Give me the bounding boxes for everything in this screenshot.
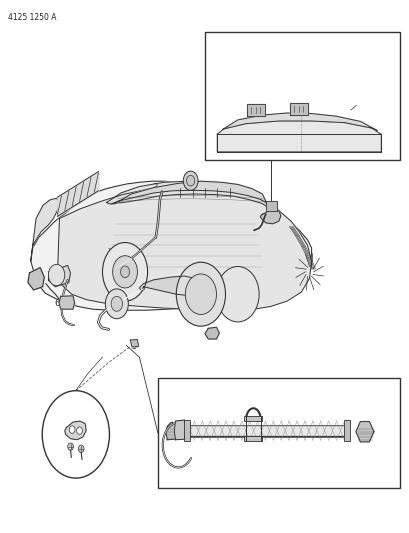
Circle shape bbox=[69, 426, 75, 433]
Polygon shape bbox=[48, 265, 70, 287]
Text: 6: 6 bbox=[54, 300, 60, 308]
Polygon shape bbox=[130, 340, 138, 347]
Polygon shape bbox=[31, 181, 311, 310]
Polygon shape bbox=[139, 276, 204, 296]
Circle shape bbox=[102, 243, 147, 301]
Circle shape bbox=[111, 296, 122, 311]
Polygon shape bbox=[174, 420, 186, 440]
Circle shape bbox=[176, 262, 225, 326]
Text: 2: 2 bbox=[359, 99, 364, 108]
Polygon shape bbox=[106, 181, 268, 208]
Circle shape bbox=[105, 289, 128, 319]
Bar bbox=[244, 436, 262, 441]
Circle shape bbox=[120, 266, 129, 278]
Polygon shape bbox=[355, 422, 373, 442]
Polygon shape bbox=[110, 181, 266, 204]
Text: 12: 12 bbox=[53, 434, 64, 442]
Circle shape bbox=[42, 391, 109, 478]
Text: 9: 9 bbox=[375, 405, 380, 414]
Bar bbox=[157, 378, 399, 488]
Polygon shape bbox=[204, 327, 219, 339]
Polygon shape bbox=[247, 104, 265, 116]
Text: 4: 4 bbox=[211, 332, 216, 340]
Text: 5: 5 bbox=[132, 342, 137, 351]
Text: 8: 8 bbox=[261, 397, 267, 405]
Bar bbox=[183, 420, 189, 441]
Circle shape bbox=[112, 256, 137, 288]
Polygon shape bbox=[217, 134, 380, 152]
Text: 4125 1250 A: 4125 1250 A bbox=[8, 13, 56, 22]
Circle shape bbox=[78, 445, 84, 453]
Polygon shape bbox=[65, 421, 86, 440]
Text: 7: 7 bbox=[28, 276, 34, 284]
Circle shape bbox=[185, 274, 216, 314]
Bar bbox=[244, 416, 262, 421]
Circle shape bbox=[67, 443, 73, 450]
Text: 3: 3 bbox=[152, 183, 157, 192]
Polygon shape bbox=[28, 268, 44, 290]
Circle shape bbox=[186, 175, 194, 186]
Polygon shape bbox=[217, 121, 380, 152]
Text: 1: 1 bbox=[265, 209, 270, 217]
Circle shape bbox=[183, 171, 198, 190]
Polygon shape bbox=[59, 296, 74, 309]
Bar bbox=[204, 32, 399, 160]
Text: 11: 11 bbox=[83, 419, 93, 428]
Bar bbox=[343, 420, 349, 441]
Polygon shape bbox=[31, 198, 59, 261]
Polygon shape bbox=[260, 209, 280, 224]
Circle shape bbox=[216, 266, 258, 322]
Polygon shape bbox=[290, 103, 308, 115]
Text: 10: 10 bbox=[256, 448, 267, 456]
Polygon shape bbox=[223, 113, 376, 131]
Bar bbox=[265, 201, 276, 211]
Polygon shape bbox=[166, 422, 176, 440]
Polygon shape bbox=[57, 185, 311, 310]
Circle shape bbox=[48, 264, 65, 286]
Circle shape bbox=[76, 427, 82, 434]
